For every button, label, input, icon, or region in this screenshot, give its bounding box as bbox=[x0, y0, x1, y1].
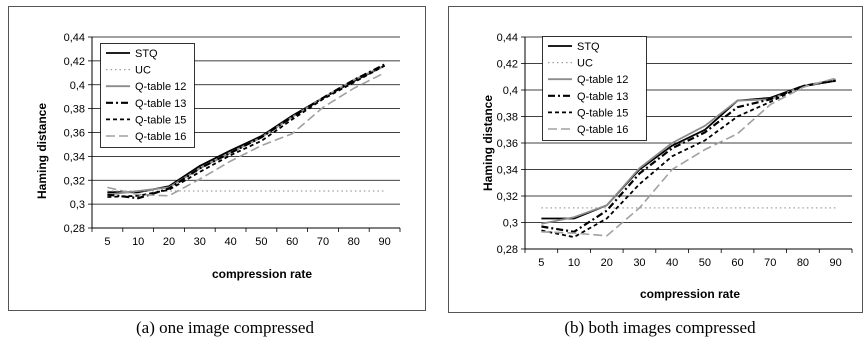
chart-frame bbox=[448, 6, 863, 313]
x-tick-label: 90 bbox=[830, 257, 842, 269]
y-tick-label: 0,32 bbox=[64, 175, 85, 187]
legend-label: Q-table 16 bbox=[577, 124, 628, 136]
series-line-q-table-15 bbox=[107, 64, 386, 198]
series-line-q-table-16 bbox=[107, 72, 385, 197]
legend-label: STQ bbox=[577, 41, 600, 53]
legend-label: Q-table 13 bbox=[577, 91, 628, 103]
series-line-q-table-13 bbox=[541, 79, 836, 233]
legend-label: UC bbox=[135, 65, 151, 77]
x-tick-label: 40 bbox=[666, 257, 678, 269]
y-tick-label: 0,32 bbox=[497, 191, 518, 203]
x-tick-label: 5 bbox=[538, 257, 544, 269]
y-tick-label: 0,3 bbox=[70, 199, 85, 211]
x-tick-label: 30 bbox=[633, 257, 645, 269]
y-tick-label: 0,42 bbox=[497, 59, 518, 71]
x-tick-label: 50 bbox=[255, 236, 267, 248]
y-tick-label: 0,4 bbox=[503, 85, 518, 97]
caption-a: (a) one image compressed bbox=[136, 318, 314, 337]
series-line-q-table-13 bbox=[107, 63, 386, 200]
x-tick-label: 70 bbox=[764, 257, 776, 269]
y-tick-label: 0,44 bbox=[64, 32, 85, 44]
y-axis-label: Haming distance bbox=[481, 95, 495, 191]
x-tick-label: 80 bbox=[797, 257, 809, 269]
x-tick-label: 70 bbox=[317, 236, 329, 248]
chart-frame bbox=[8, 6, 426, 311]
legend-label: STQ bbox=[135, 48, 158, 60]
y-tick-label: 0,36 bbox=[64, 128, 85, 140]
legend: STQ UC Q-table 12 Q-table 13 Q-table 15 Q-tab… bbox=[542, 36, 647, 141]
chart-b: 0,28 0,3 0,32 0,34 0,36 0,38 0,4 0,42 0,44 5 10 20 3… bbox=[448, 6, 863, 313]
legend-label: UC bbox=[577, 58, 593, 70]
x-tick-label: 10 bbox=[132, 236, 144, 248]
x-axis-label: compression rate bbox=[640, 287, 740, 301]
x-tick-label: 5 bbox=[104, 236, 110, 248]
x-axis-label: compression rate bbox=[212, 267, 312, 281]
legend-box bbox=[100, 43, 195, 148]
x-tick-label: 90 bbox=[378, 236, 390, 248]
y-axis-label: Haming distance bbox=[35, 103, 49, 199]
y-tick-label: 0,38 bbox=[64, 104, 85, 116]
legend-label: Q-table 12 bbox=[577, 74, 628, 86]
x-tick-label: 50 bbox=[699, 257, 711, 269]
y-tick-label: 0,28 bbox=[64, 223, 85, 235]
x-tick-label: 60 bbox=[731, 257, 743, 269]
series-line-q-table-15 bbox=[541, 79, 836, 239]
x-tick-label: 20 bbox=[163, 236, 175, 248]
x-tick-label: 30 bbox=[194, 236, 206, 248]
legend-label: Q-table 15 bbox=[577, 107, 628, 119]
x-tick-label: 80 bbox=[348, 236, 360, 248]
legend: STQ UC Q-table 12 Q-table 13 Q-table 15 Q-tab… bbox=[100, 43, 195, 148]
caption-b: (b) both images compressed bbox=[564, 318, 756, 337]
y-tick-label: 0,4 bbox=[70, 80, 85, 92]
y-tick-label: 0,36 bbox=[497, 138, 518, 150]
y-tick-label: 0,44 bbox=[497, 32, 518, 44]
legend-label: Q-table 16 bbox=[135, 131, 186, 143]
y-tick-label: 0,28 bbox=[497, 244, 518, 256]
x-tick-label: 60 bbox=[286, 236, 298, 248]
x-tick-label: 40 bbox=[224, 236, 236, 248]
legend-label: Q-table 15 bbox=[135, 114, 186, 126]
y-tick-label: 0,38 bbox=[497, 112, 518, 124]
x-tick-label: 10 bbox=[568, 257, 580, 269]
y-tick-label: 0,3 bbox=[503, 218, 518, 230]
chart-a: 0,28 0,3 0,32 0,34 0,36 0,38 0,4 0,42 0,44 5 10 20 3… bbox=[8, 6, 426, 311]
y-tick-label: 0,42 bbox=[64, 56, 85, 68]
legend-label: Q-table 13 bbox=[135, 98, 186, 110]
legend-label: Q-table 12 bbox=[135, 81, 186, 93]
y-tick-label: 0,34 bbox=[64, 151, 85, 163]
legend-box bbox=[542, 36, 647, 141]
y-tick-label: 0,34 bbox=[497, 165, 518, 177]
x-tick-label: 20 bbox=[601, 257, 613, 269]
